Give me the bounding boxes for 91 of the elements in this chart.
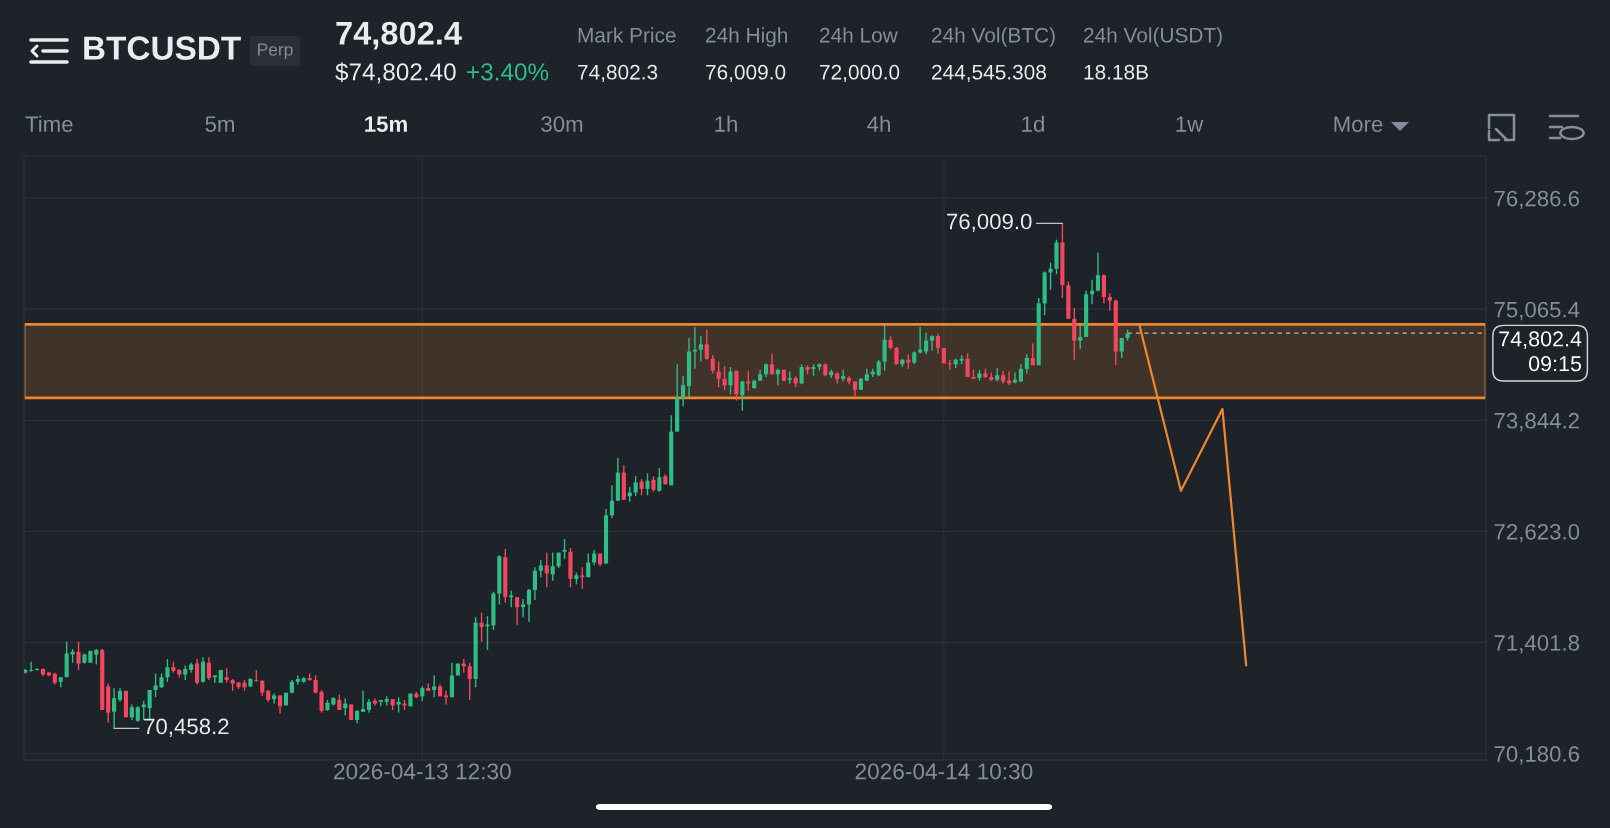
- candlestick: [165, 658, 170, 683]
- candlestick: [212, 674, 217, 684]
- candlestick: [681, 375, 686, 407]
- candlestick: [657, 467, 662, 493]
- candlestick: [550, 551, 555, 582]
- candlestick: [515, 596, 520, 627]
- candlestick: [449, 661, 455, 698]
- text: 24h High: [706, 27, 788, 47]
- candlestick: [734, 369, 739, 402]
- text: Mark Price: [578, 27, 676, 43]
- candlestick: [645, 472, 650, 496]
- candlestick: [704, 329, 709, 361]
- candlestick: [1012, 371, 1018, 385]
- candlestick: [34, 667, 40, 672]
- text: 72,000.0: [820, 64, 900, 83]
- text: 24h Low: [820, 27, 898, 43]
- chart-subtitle: Perp: [258, 43, 293, 60]
- candlestick: [716, 360, 721, 388]
- x-tick-label: 2026-04-14 10:30: [855, 763, 1033, 780]
- text: 244,545.308: [932, 64, 1046, 83]
- candlestick: [479, 611, 484, 643]
- candlestick: [633, 475, 638, 497]
- candlestick: [532, 566, 537, 601]
- ref-line-label: 74,802.4 09:15: [1499, 331, 1582, 372]
- candlestick: [432, 674, 437, 698]
- text: 74,802.3: [578, 64, 658, 83]
- text: 4h: [867, 115, 890, 132]
- text: 24h Vol(BTC): [932, 27, 1055, 47]
- candlestick: [841, 369, 846, 383]
- text: 24h Vol(USDT): [1084, 27, 1222, 47]
- candlestick: [609, 484, 615, 519]
- x-tick-label: 2026-04-13 12:30: [334, 763, 511, 780]
- candlestick: [526, 588, 532, 623]
- text: 1h: [715, 115, 737, 132]
- candlestick: [1095, 251, 1101, 293]
- y-tick-label: 70,180.6: [1494, 746, 1580, 765]
- candlestick: [360, 690, 366, 713]
- text: 30m: [541, 116, 583, 132]
- y-tick-label: 76,286.6: [1494, 190, 1580, 210]
- candlestick: [64, 641, 69, 678]
- y-tick-label: 72,623.0: [1494, 523, 1580, 543]
- candlestick: [538, 559, 543, 578]
- candlestick: [200, 656, 206, 684]
- candlestick: [29, 661, 34, 673]
- candlestick: [692, 326, 698, 370]
- candlestick: [580, 566, 585, 590]
- candlestick: [1048, 261, 1053, 291]
- text: +3.40%: [467, 63, 549, 81]
- candlestick: [929, 334, 935, 352]
- candlestick: [710, 354, 715, 375]
- candlestick: [1072, 307, 1077, 361]
- candlestick: [443, 690, 449, 706]
- candlestick: [206, 656, 211, 681]
- text: More: [1334, 116, 1383, 132]
- text: 15m: [365, 116, 407, 132]
- annotation: 76,009.0: [947, 213, 1032, 232]
- text: 18.18B: [1084, 64, 1148, 80]
- candlestick: [698, 335, 703, 363]
- candlestick: [728, 366, 733, 396]
- candlestick: [882, 324, 887, 372]
- candlestick: [76, 641, 81, 671]
- candlestick: [1078, 324, 1083, 350]
- annotation: 70,458.2: [144, 718, 229, 737]
- candlestick: [935, 332, 941, 355]
- candlestick: [520, 598, 526, 618]
- candlestick: [924, 331, 929, 355]
- candlestick: [295, 674, 300, 686]
- text: 1w: [1176, 116, 1204, 132]
- candlestick: [194, 658, 200, 686]
- candlestick: [799, 363, 804, 386]
- text: Time: [25, 115, 73, 132]
- candlestick: [147, 689, 152, 720]
- candlestick: [740, 379, 745, 412]
- candlestick: [277, 694, 283, 715]
- y-tick-label: 71,401.8: [1494, 635, 1580, 654]
- candlestick: [467, 661, 472, 701]
- candlestick: [112, 687, 117, 730]
- chart-title: BTCUSDT: [84, 36, 241, 60]
- text: 1d: [1022, 115, 1044, 132]
- text: 76,009.0: [706, 64, 786, 83]
- text: 5m: [205, 116, 234, 132]
- candlestick: [722, 365, 727, 391]
- candlestick: [1101, 273, 1106, 305]
- candlestick: [1107, 292, 1112, 312]
- candlestick: [562, 538, 567, 560]
- text: $74,802.40: [335, 62, 456, 84]
- y-tick-label: 73,844.2: [1494, 412, 1579, 432]
- text: 74,802.4: [336, 21, 462, 50]
- candlestick: [1024, 353, 1029, 375]
- y-tick-label: 75,065.4: [1494, 301, 1580, 321]
- candlestick: [544, 551, 549, 588]
